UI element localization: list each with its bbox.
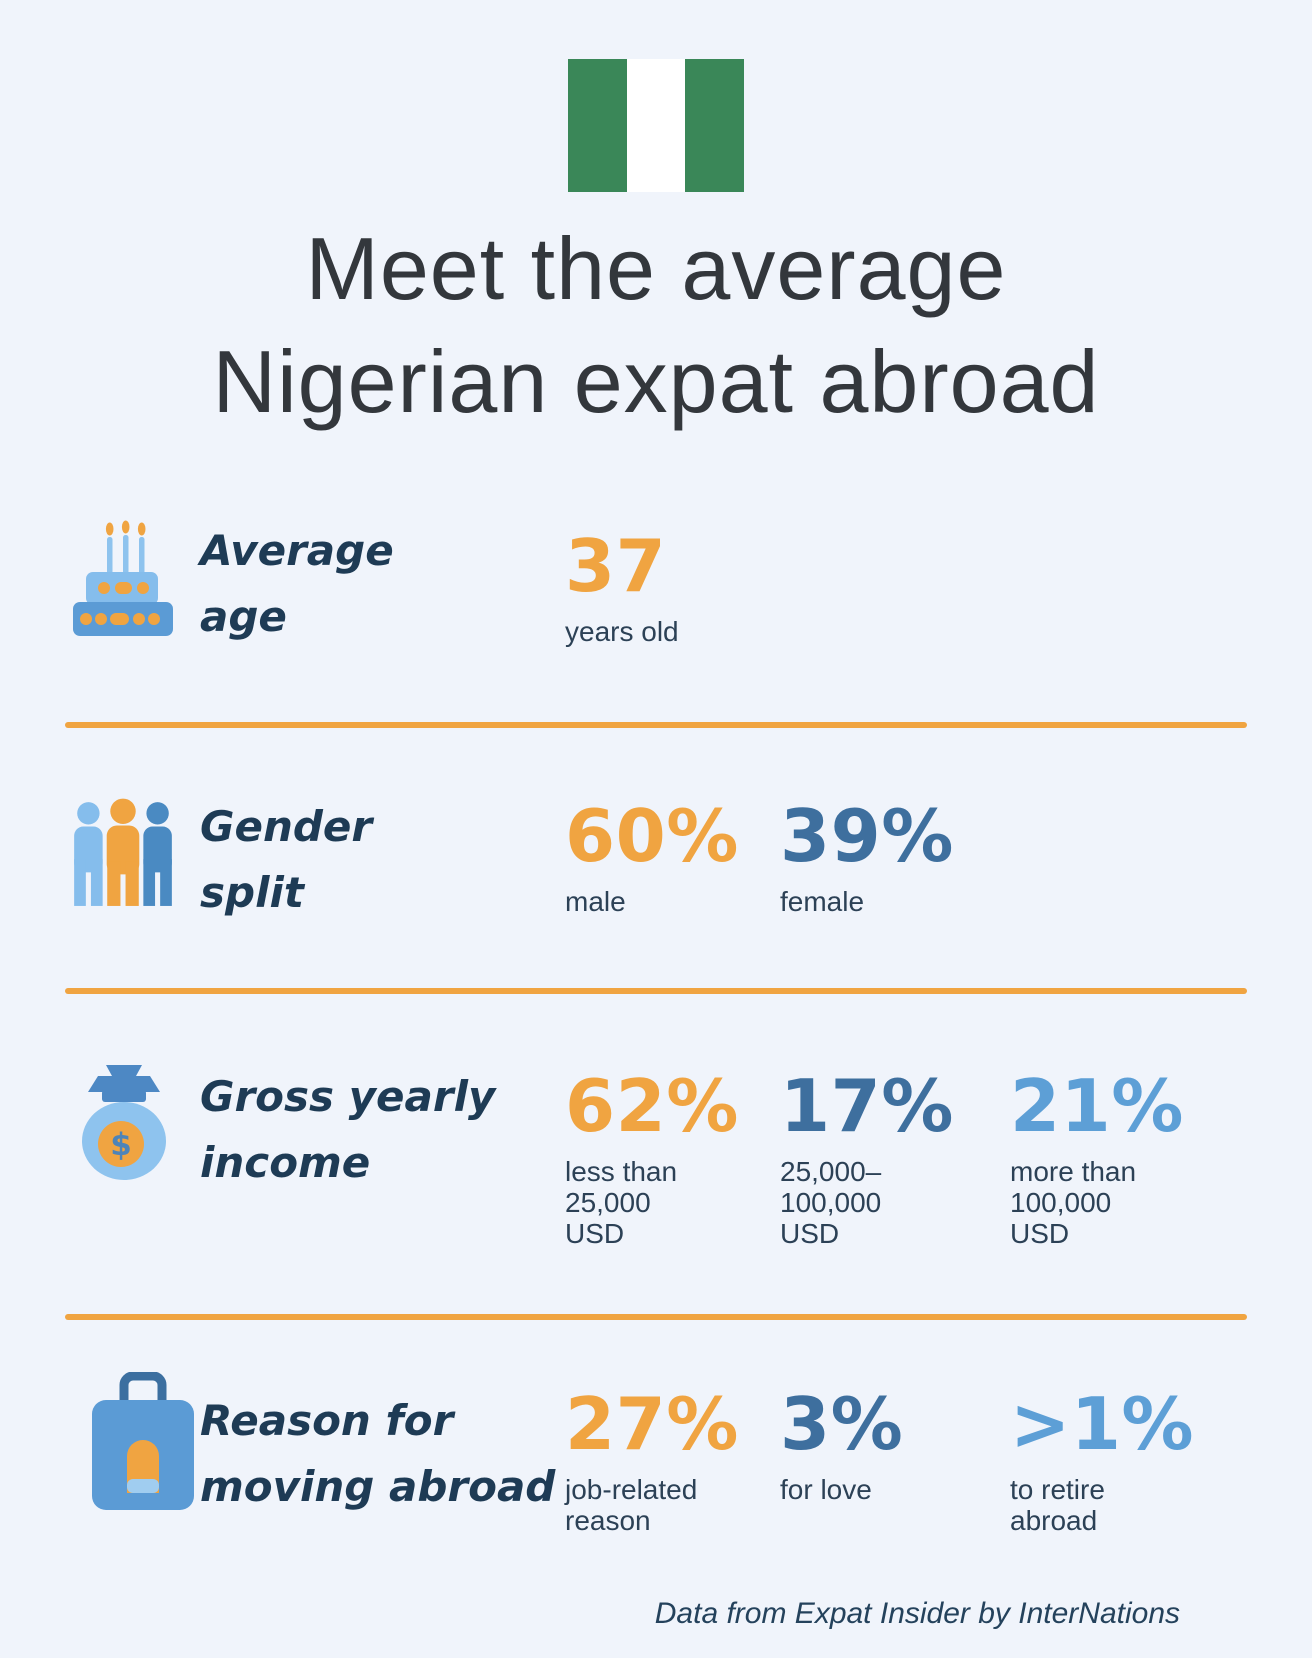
stat-value-income-high: 21%	[1010, 1064, 1184, 1148]
stat-average-age: 37 years old	[565, 526, 679, 647]
stat-label-female: female	[780, 886, 865, 917]
section-divider	[65, 722, 1247, 728]
stat-job-related: 27% job-related reason	[565, 1384, 739, 1536]
page-title: Meet the average Nigerian expat abroad	[212, 219, 1100, 431]
stat-label-income-high: more than 100,000 USD	[1010, 1156, 1137, 1249]
money-bag-icon: $	[75, 1064, 173, 1182]
stat-label-income-low: less than 25,000 USD	[565, 1156, 678, 1249]
flag-white-band	[626, 59, 686, 192]
section-divider	[65, 1314, 1247, 1320]
stat-value-income-mid: 17%	[780, 1064, 954, 1148]
stat-for-love: 3% for love	[780, 1384, 903, 1505]
data-source-credit: Data from Expat Insider by InterNations	[654, 1597, 1180, 1630]
stat-income-high: 21% more than 100,000 USD	[1010, 1066, 1184, 1249]
suitcase-icon	[88, 1372, 198, 1512]
stat-income-mid: 17% 25,000– 100,000 USD	[780, 1066, 954, 1249]
section-label-gross-yearly-income: Gross yearly income	[200, 1072, 496, 1187]
section-divider	[65, 988, 1247, 994]
stat-retire-abroad: >1% to retire abroad	[1010, 1384, 1194, 1536]
stat-label-income-mid: 25,000– 100,000 USD	[780, 1156, 882, 1249]
section-label-reason-for-moving: Reason for moving abroad	[200, 1396, 556, 1511]
stat-label-job-related: job-related reason	[565, 1474, 698, 1536]
stat-income-low: 62% less than 25,000 USD	[565, 1066, 739, 1249]
stat-value-average-age: 37	[565, 524, 667, 608]
flag-green-band	[685, 59, 745, 192]
stat-label-for-love: for love	[780, 1474, 872, 1505]
stat-value-male: 60%	[565, 794, 739, 878]
svg-text:$: $	[110, 1127, 132, 1163]
people-icon	[66, 798, 180, 906]
stat-value-job-related: 27%	[565, 1382, 739, 1466]
stat-value-for-love: 3%	[780, 1382, 904, 1466]
stat-value-income-low: 62%	[565, 1064, 739, 1148]
flag-green-band	[568, 59, 627, 192]
stat-label-retire-abroad: to retire abroad	[1010, 1474, 1105, 1536]
stat-female: 39% female	[780, 796, 954, 917]
stat-label-male: male	[565, 886, 626, 917]
nigeria-flag-icon	[568, 59, 745, 192]
stat-male: 60% male	[565, 796, 739, 917]
birthday-cake-icon	[73, 520, 173, 636]
stat-value-female: 39%	[780, 794, 954, 878]
stat-label-average-age: years old	[565, 616, 679, 647]
stat-value-retire-abroad: >1%	[1010, 1382, 1195, 1466]
section-label-gender-split: Gender split	[200, 802, 373, 917]
section-label-average-age: Average age	[200, 526, 394, 641]
